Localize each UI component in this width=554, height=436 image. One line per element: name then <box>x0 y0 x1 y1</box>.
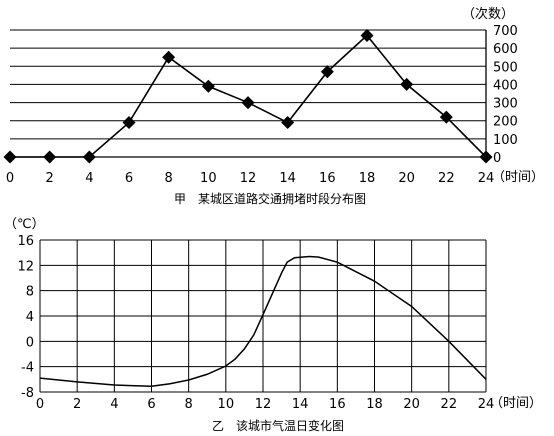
congestion-x-tick-label: 18 <box>359 171 376 186</box>
congestion-y-tick-label: 300 <box>493 97 518 112</box>
congestion-x-tick-label: 6 <box>125 171 133 186</box>
congestion-data-point <box>320 65 334 79</box>
temperature-series-line <box>39 255 487 388</box>
temperature-x-tick-label: 14 <box>292 397 309 412</box>
congestion-y-tick-labels: 0 100 200 300 400 500 600 700 <box>493 24 518 166</box>
temperature-x-tick-label: 8 <box>185 397 193 412</box>
congestion-y-tick-label: 100 <box>493 133 518 148</box>
temperature-y-axis-label: （℃） <box>4 217 45 232</box>
temperature-x-tick-label: 18 <box>366 397 383 412</box>
temperature-y-tick-label: 8 <box>26 285 34 300</box>
temperature-x-tick-label: 10 <box>218 397 235 412</box>
congestion-chart-title: 甲 某城区道路交通拥堵时段分布图 <box>174 191 366 206</box>
congestion-y-tick-label: 700 <box>493 24 518 39</box>
congestion-x-tick-label: 12 <box>240 171 257 186</box>
temperature-x-tick-label: 20 <box>403 397 420 412</box>
congestion-data-point <box>3 150 17 164</box>
congestion-x-axis-label: （时间） <box>492 170 544 185</box>
congestion-x-tick-label: 20 <box>398 171 415 186</box>
congestion-data-point <box>201 79 215 93</box>
temperature-x-tick-label: 6 <box>147 397 155 412</box>
congestion-x-tick-label: 4 <box>85 171 93 186</box>
congestion-x-tick-label: 16 <box>319 171 336 186</box>
congestion-x-tick-label: 14 <box>279 171 296 186</box>
temperature-x-tick-label: 0 <box>36 397 44 412</box>
temperature-y-tick-label: 0 <box>26 335 34 350</box>
congestion-y-tick-label: 500 <box>493 60 518 75</box>
temperature-y-tick-labels: -8 -4 0 4 8 12 16 <box>17 234 34 401</box>
temperature-x-tick-label: 24 <box>478 397 495 412</box>
temperature-x-tick-label: 22 <box>441 397 458 412</box>
temperature-y-tick-label: 16 <box>17 234 34 249</box>
congestion-x-tick-label: 8 <box>165 171 173 186</box>
temperature-x-tick-label: 12 <box>255 397 272 412</box>
congestion-data-point <box>281 116 295 130</box>
temperature-y-tick-label: 4 <box>26 310 34 325</box>
temperature-x-tick-label: 2 <box>73 397 81 412</box>
congestion-data-point <box>122 116 136 130</box>
congestion-x-tick-label: 22 <box>438 171 455 186</box>
congestion-x-tick-label: 0 <box>6 171 14 186</box>
temperature-y-tick-label: 12 <box>17 259 34 274</box>
congestion-data-point <box>162 50 176 64</box>
congestion-y-tick-label: 200 <box>493 115 518 130</box>
congestion-data-point <box>479 150 493 164</box>
congestion-data-point <box>241 96 255 110</box>
congestion-data-point <box>439 110 453 124</box>
congestion-y-tick-label: 400 <box>493 78 518 93</box>
congestion-grid <box>10 29 487 158</box>
congestion-x-tick-label: 10 <box>200 171 217 186</box>
temperature-x-tick-label: 16 <box>329 397 346 412</box>
congestion-x-tick-labels: 0 2 4 6 8 10 12 14 16 18 20 22 24 <box>6 171 494 186</box>
congestion-points <box>3 28 493 164</box>
congestion-data-point <box>360 28 374 42</box>
congestion-data-point <box>43 150 57 164</box>
temperature-y-tick-label: -4 <box>21 361 34 376</box>
temperature-y-tick-label: -8 <box>21 386 34 401</box>
congestion-x-tick-label: 2 <box>46 171 54 186</box>
congestion-x-tick-label: 24 <box>478 171 495 186</box>
temperature-chart-title: 乙 该城市气温日变化图 <box>212 418 344 433</box>
temperature-x-tick-labels: 0 2 4 6 8 10 12 14 16 18 20 22 24 <box>36 397 494 412</box>
congestion-y-tick-label: 600 <box>493 42 518 57</box>
congestion-chart: 0 2 4 6 8 10 12 14 16 18 20 22 24 010020030040050060… <box>3 6 544 206</box>
temperature-x-axis-label: （时间） <box>490 396 542 411</box>
congestion-data-point <box>400 77 414 91</box>
congestion-y-axis-label: （次数） <box>462 6 514 22</box>
congestion-data-point <box>82 150 96 164</box>
congestion-y-tick-label: 0 <box>493 151 501 166</box>
temperature-x-tick-label: 4 <box>110 397 118 412</box>
